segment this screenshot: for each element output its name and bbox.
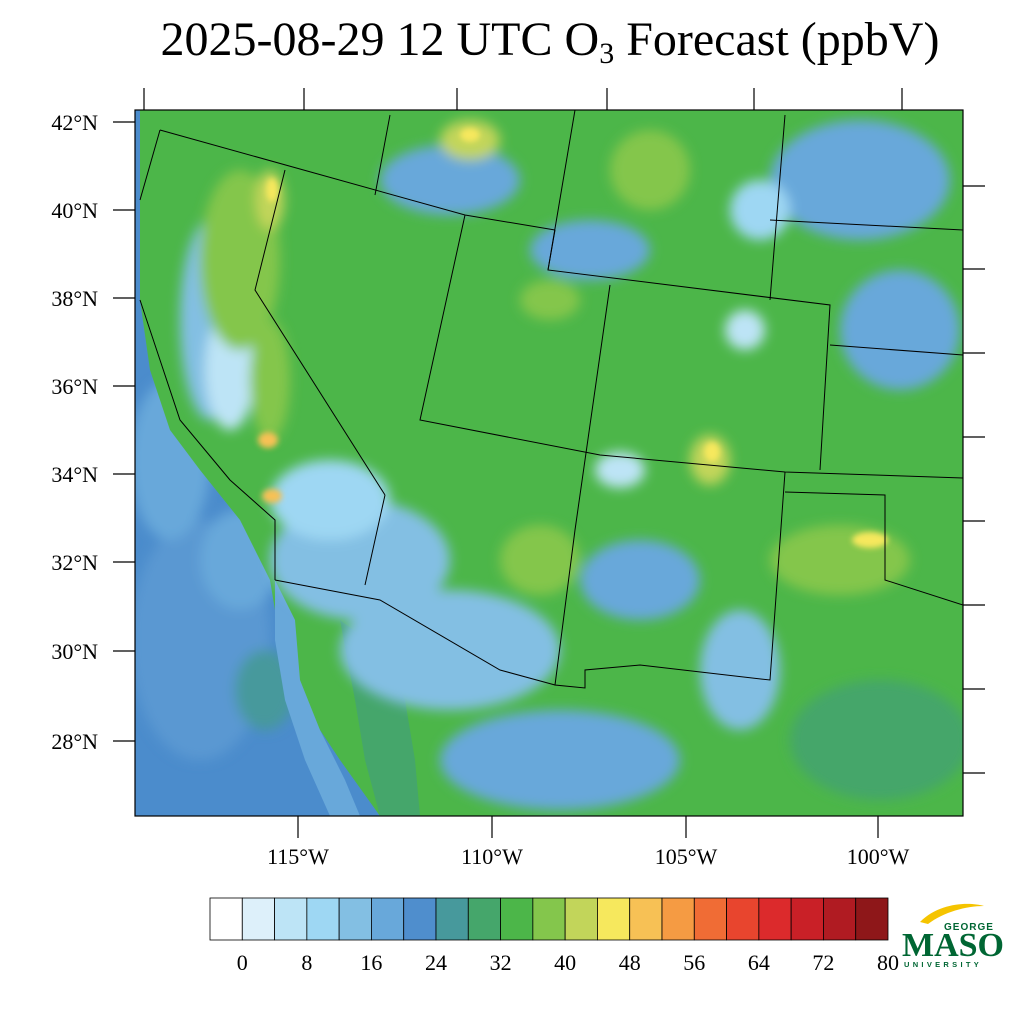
map-title: 2025-08-29 12 UTC O3 Forecast (ppbV) [160,13,940,70]
colorbar-label: 24 [425,950,447,975]
colorbar-label: 0 [236,950,248,975]
colorbar-swatch [629,897,663,941]
lon-label: 100°W [846,844,910,869]
svg-text:UNIVERSITY: UNIVERSITY [904,960,982,969]
svg-text:MASON: MASON [902,927,1004,964]
lat-label: 42°N [51,110,98,135]
colorbar-label: 80 [877,950,899,975]
colorbar-swatch [241,897,275,941]
lon-label: 115°W [267,844,329,869]
colorbar-label: 40 [554,950,577,975]
colorbar-swatch [338,897,372,941]
colorbar-swatch [500,897,534,941]
lat-label: 32°N [51,550,98,575]
lon-label: 110°W [461,844,523,869]
colorbar-label: 16 [360,950,383,975]
right-ticks [963,185,985,774]
colorbar-swatch [855,897,889,941]
lat-label: 28°N [51,729,98,754]
colorbar-swatch [693,897,727,941]
state-borders [139,110,963,689]
lon-label: 105°W [654,844,718,869]
lat-label: 36°N [51,374,98,399]
colorbar-swatch [371,897,405,941]
colorbar-swatch [790,897,824,941]
colorbar-swatch [467,897,501,941]
lat-label: 30°N [51,639,98,664]
colorbar-swatch [403,897,437,941]
colorbar-swatch [532,897,566,941]
colorbar-swatch [564,897,598,941]
lat-label: 40°N [51,198,98,223]
colorbar-swatch [726,897,760,941]
lat-ticks [113,121,135,742]
colorbar-swatch [209,897,243,941]
colorbar-swatch [435,897,469,941]
colorbar-swatch [597,897,631,941]
colorbar-label: 8 [301,950,313,975]
ozone-field [135,110,963,816]
top-ticks [143,88,903,110]
colorbar-label: 48 [618,950,641,975]
colorbar-label: 64 [747,950,770,975]
colorbar-swatch [758,897,792,941]
svg-text:GEORGE: GEORGE [944,922,994,933]
bottom-ticks [297,816,879,838]
colorbar-swatch [274,897,308,941]
lat-label: 34°N [51,462,98,487]
colorbar-label: 72 [812,950,835,975]
colorbar-label: 56 [683,950,706,975]
colorbar [209,897,889,941]
lat-label: 38°N [51,286,98,311]
colorbar-swatch [661,897,695,941]
colorbar-swatch [306,897,340,941]
gmu-logo: GEORGE MASON UNIVERSITY [902,903,1004,969]
colorbar-label: 32 [489,950,512,975]
colorbar-swatch [823,897,857,941]
